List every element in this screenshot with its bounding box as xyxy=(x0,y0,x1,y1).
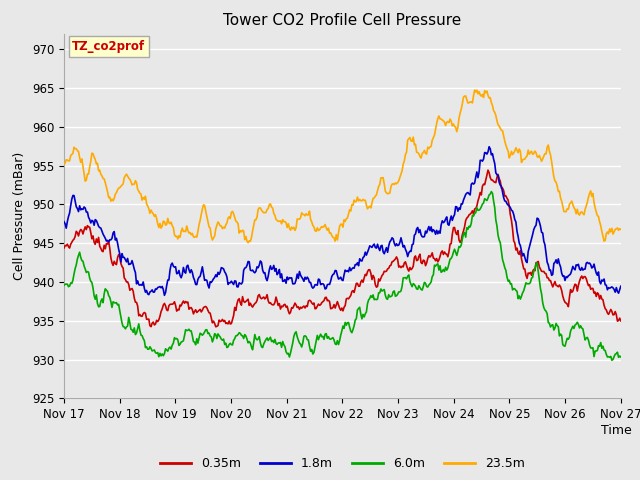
Y-axis label: Cell Pressure (mBar): Cell Pressure (mBar) xyxy=(13,152,26,280)
Legend: 0.35m, 1.8m, 6.0m, 23.5m: 0.35m, 1.8m, 6.0m, 23.5m xyxy=(155,452,530,475)
Title: Tower CO2 Profile Cell Pressure: Tower CO2 Profile Cell Pressure xyxy=(223,13,461,28)
Text: TZ_co2prof: TZ_co2prof xyxy=(72,40,145,53)
X-axis label: Time: Time xyxy=(601,424,632,437)
